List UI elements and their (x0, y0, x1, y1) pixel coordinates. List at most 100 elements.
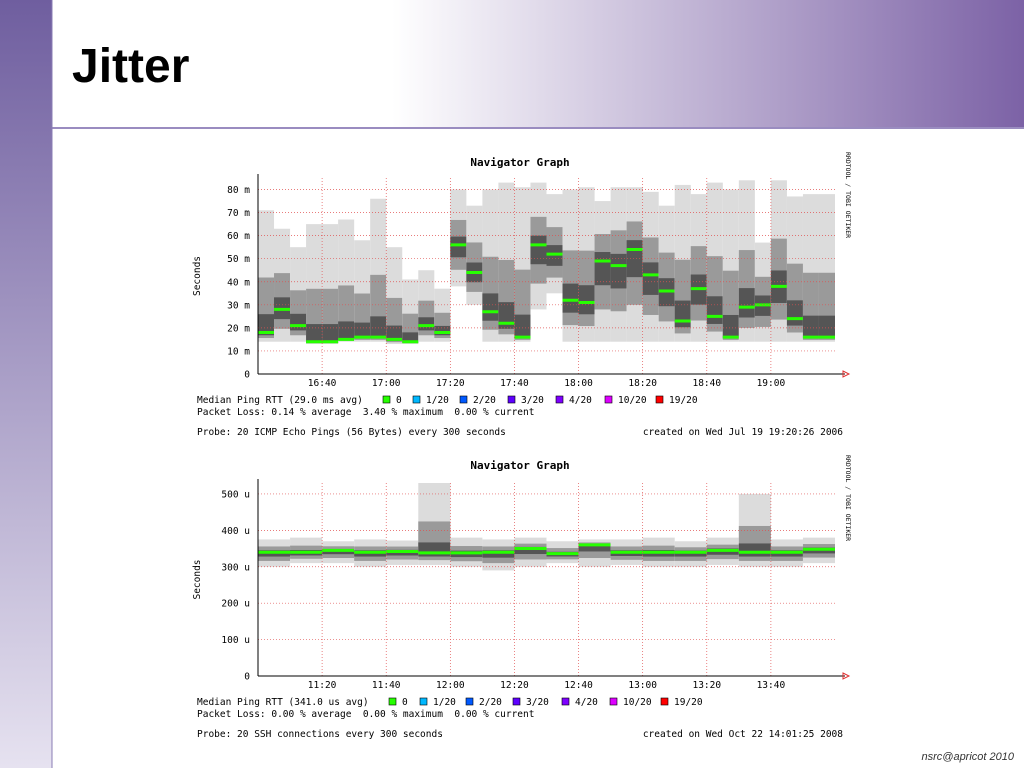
x-tick-label: 18:20 (628, 378, 657, 389)
legend-label: 4/20 (575, 697, 598, 708)
x-tick-label: 13:00 (628, 680, 657, 691)
x-tick-label: 12:00 (436, 680, 465, 691)
median-label: Median Ping RTT (341.0 us avg) (197, 697, 369, 708)
legend-label: 10/20 (623, 697, 652, 708)
y-tick-label: 20 m (227, 323, 250, 334)
smoke-core (482, 550, 515, 558)
chart-title: Navigator Graph (470, 156, 569, 169)
smoke-core (706, 296, 723, 324)
x-tick-label: 13:20 (692, 680, 721, 691)
header-band (52, 0, 1024, 128)
legend-swatch (388, 697, 397, 706)
x-tick-label: 16:40 (308, 378, 337, 389)
y-tick-label: 200 u (221, 599, 250, 610)
side-label: RRDTOOL / TOBI OETIKER (844, 152, 852, 238)
smoke-core (626, 240, 643, 278)
legend-swatch (555, 395, 564, 404)
probe: Probe: 20 SSH connections every 300 seco… (197, 729, 443, 740)
y-tick-label: 100 u (221, 635, 250, 646)
x-tick-label: 17:00 (372, 378, 401, 389)
footer: nsrc@apricot 2010 (922, 751, 1015, 763)
smoke-core (578, 544, 611, 552)
x-tick-label: 17:40 (500, 378, 529, 389)
x-tick-label: 11:20 (308, 680, 337, 691)
y-tick-label: 0 (244, 370, 250, 381)
slide-title: Jitter (72, 40, 189, 93)
smoke-core (722, 314, 739, 339)
created: created on Wed Oct 22 14:01:25 2008 (643, 729, 843, 740)
x-tick-label: 18:00 (564, 378, 593, 389)
y-tick-label: 400 u (221, 526, 250, 537)
x-tick-label: 13:40 (757, 680, 786, 691)
axis-arrow (842, 370, 851, 378)
y-tick-label: 80 m (227, 185, 250, 196)
y-tick-label: 0 (244, 672, 250, 683)
y-tick-label: 500 u (221, 489, 250, 500)
axis-arrow (842, 672, 851, 680)
x-tick-label: 12:20 (500, 680, 529, 691)
y-axis-label: Seconds (192, 559, 203, 599)
legend-label: 19/20 (674, 697, 703, 708)
y-axis-label: Seconds (192, 256, 203, 296)
x-tick-label: 18:40 (692, 378, 721, 389)
smoke-core (818, 315, 835, 339)
smoke-core (370, 316, 387, 339)
packet-loss: Packet Loss: 0.00 % average 0.00 % maxim… (197, 709, 534, 720)
smoke-core (434, 325, 451, 336)
legend-swatch (660, 697, 669, 706)
legend-swatch (465, 697, 474, 706)
smoke-core (786, 300, 803, 326)
legend-swatch (609, 697, 618, 706)
created: created on Wed Jul 19 19:20:26 2006 (643, 427, 843, 438)
legend-label: 2/20 (479, 697, 502, 708)
smoke-core (450, 236, 467, 258)
smoke-core (514, 314, 531, 339)
legend-label: 0 (402, 697, 408, 708)
legend-label: 3/20 (521, 395, 544, 406)
y-tick-label: 300 u (221, 562, 250, 573)
legend-swatch (382, 395, 391, 404)
legend-label: 1/20 (426, 395, 449, 406)
legend-swatch (655, 395, 664, 404)
smoke-core (642, 262, 659, 295)
legend-swatch (419, 697, 428, 706)
legend-label: 0 (396, 395, 402, 406)
y-tick-label: 30 m (227, 300, 250, 311)
y-tick-label: 60 m (227, 231, 250, 242)
smoke-core (530, 235, 547, 265)
x-tick-label: 11:40 (372, 680, 401, 691)
legend-swatch (507, 395, 516, 404)
side-strip (0, 0, 52, 768)
smoke-core (354, 322, 371, 339)
median-label: Median Ping RTT (29.0 ms avg) (197, 395, 363, 406)
smoke-core (802, 315, 819, 339)
smoke-core (258, 314, 275, 336)
smoke-core (418, 317, 435, 331)
side-label: RRDTOOL / TOBI OETIKER (844, 455, 852, 541)
legend-label: 1/20 (433, 697, 456, 708)
legend-swatch (459, 395, 468, 404)
smoke-core (322, 324, 339, 343)
y-tick-label: 10 m (227, 346, 250, 357)
legend-swatch (412, 395, 421, 404)
probe: Probe: 20 ICMP Echo Pings (56 Bytes) eve… (197, 427, 506, 438)
smoke-core (674, 300, 691, 328)
x-tick-label: 17:20 (436, 378, 465, 389)
legend-label: 2/20 (473, 395, 496, 406)
smoke-core (402, 332, 419, 343)
smoke-core (738, 543, 771, 557)
smoke-core (386, 325, 403, 341)
y-tick-label: 70 m (227, 208, 250, 219)
legend-label: 3/20 (526, 697, 549, 708)
legend-swatch (512, 697, 521, 706)
smoke-core (562, 283, 579, 313)
legend-swatch (604, 395, 613, 404)
y-tick-label: 40 m (227, 277, 250, 288)
smoke-core (482, 293, 499, 321)
x-tick-label: 19:00 (757, 378, 786, 389)
smoke-core (306, 324, 323, 343)
chart-title: Navigator Graph (470, 459, 569, 472)
x-tick-label: 12:40 (564, 680, 593, 691)
